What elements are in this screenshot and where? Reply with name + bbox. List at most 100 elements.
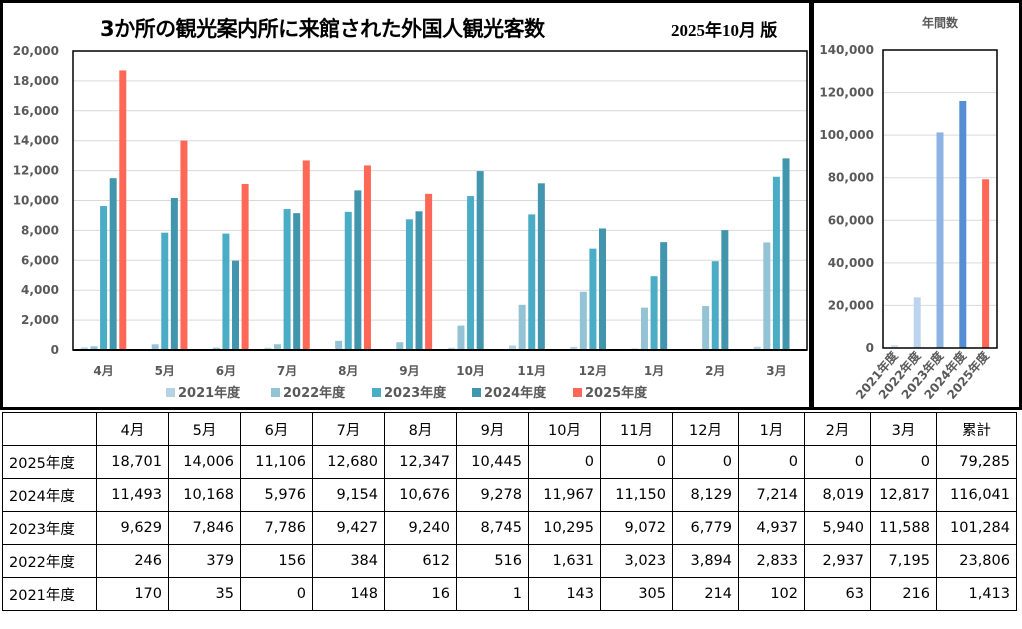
table-cell: 14,006 (168, 445, 241, 479)
table-cell: 10,445 (456, 445, 529, 479)
table-cell: 7,195 (870, 544, 937, 578)
table-cell: 2,937 (804, 544, 871, 578)
table-cell: 10,676 (384, 478, 457, 512)
y-tick-label: 0 (51, 343, 59, 357)
x-tick-label: 1月 (644, 364, 664, 378)
bar-2023年度-3月 (772, 176, 780, 350)
table-cell: 0 (870, 445, 937, 479)
bar-2023年度-11月 (528, 214, 536, 350)
bar-2024年度-7月 (293, 213, 301, 350)
table-cell: 63 (804, 577, 871, 611)
y-tick-label: 4,000 (21, 283, 59, 297)
y-tick-label: 20,000 (828, 298, 874, 312)
monthly-chart-panel: 3か所の観光案内所に来館された外国人観光客数 2025年10月 版 0 2,000… (0, 0, 812, 410)
table-row: 2023年度 9,629 7,846 7,786 9,427 9,240 8,745 10,2… (2, 511, 1017, 545)
legend-label: 2022年度 (283, 385, 346, 401)
table-row: 2021年度 170 35 0 148 16 1 143 305 214 102 63 216 1,413 (2, 577, 1017, 611)
bar-2022年度-10月 (457, 325, 465, 350)
table-cell: 102 (738, 577, 805, 611)
bar-2025年度-8月 (363, 165, 371, 350)
column-header (2, 412, 97, 446)
table-cell: 148 (312, 577, 385, 611)
row-header: 2021年度 (2, 577, 97, 611)
bar-2022年度-9月 (396, 342, 404, 350)
y-tick-label: 2,000 (21, 313, 59, 327)
bar-2023年度-5月 (161, 232, 169, 350)
table-cell: 0 (672, 445, 739, 479)
y-tick-label: 100,000 (819, 128, 874, 142)
table-cell: 4,937 (738, 511, 805, 545)
table-cell: 11,106 (240, 445, 313, 479)
bar-2024年度-12月 (599, 228, 607, 350)
chart-title: 3か所の観光案内所に来館された外国人観光客数 (100, 17, 545, 41)
table-header-row: 4月 5月 6月 7月 8月 9月 10月 11月 12月 1月 2月 3月 累計 (2, 412, 1017, 446)
y-tick-label: 14,000 (13, 134, 59, 148)
x-tick-label: 11月 (517, 364, 546, 378)
table-cell: 11,150 (600, 478, 673, 512)
monthly-bar-chart: 0 2,000 4,000 6,000 8,000 10,000 12,000 14,000 1… (13, 44, 808, 401)
table-cell: 10,295 (528, 511, 601, 545)
x-tick-label: 9月 (399, 364, 419, 378)
bar-2022年度-5月 (151, 344, 159, 350)
bar-2021年度-10月 (447, 347, 455, 350)
column-header: 11月 (600, 412, 673, 446)
table-cell: 0 (240, 577, 313, 611)
table-cell: 6,779 (672, 511, 739, 545)
column-header: 3月 (870, 412, 937, 446)
bar-2023年度-1月 (650, 276, 658, 350)
table-cell: 516 (456, 544, 529, 578)
x-tick-label: 8月 (338, 364, 358, 378)
column-header: 7月 (312, 412, 385, 446)
column-header: 10月 (528, 412, 601, 446)
y-tick-label: 16,000 (13, 104, 59, 118)
table-cell: 143 (528, 577, 601, 611)
table-cell: 116,041 (936, 478, 1017, 512)
bar-2024年度-2月 (721, 230, 729, 350)
table-cell: 379 (168, 544, 241, 578)
bar-2025年度-7月 (302, 160, 310, 350)
bar-2023年度-7月 (283, 209, 291, 350)
bar-2023年度-10月 (467, 196, 475, 350)
column-header: 6月 (240, 412, 313, 446)
annual-bar-2024年度 (959, 100, 967, 348)
bar-2024年度-5月 (170, 197, 178, 350)
legend-swatch (166, 388, 175, 397)
table-cell: 305 (600, 577, 673, 611)
annual-bar-2021年度 (890, 344, 898, 348)
y-tick-label: 18,000 (13, 74, 59, 88)
bar-2022年度-7月 (273, 344, 281, 350)
table-cell: 156 (240, 544, 313, 578)
bar-2024年度-9月 (415, 211, 423, 350)
bar-2025年度-5月 (180, 140, 188, 350)
bar-2023年度-9月 (405, 219, 413, 350)
table-cell: 12,347 (384, 445, 457, 479)
legend-swatch (472, 388, 481, 397)
table-cell: 1 (456, 577, 529, 611)
bar-2025年度-9月 (425, 193, 433, 350)
column-header: 12月 (672, 412, 739, 446)
bar-2021年度-4月 (80, 347, 88, 350)
y-tick-label: 20,000 (13, 44, 59, 58)
table-cell: 9,427 (312, 511, 385, 545)
table-cell: 9,278 (456, 478, 529, 512)
annual-bar-chart: 年間数 0 20,000 40,000 60,000 80,000 100,000 120,0… (819, 15, 998, 402)
table-cell: 7,846 (168, 511, 241, 545)
annual-chart-panel: 年間数 0 20,000 40,000 60,000 80,000 100,000 120,0… (811, 0, 1022, 410)
annual-chart-title: 年間数 (922, 15, 959, 30)
legend-label: 2025年度 (585, 385, 648, 401)
table-cell: 0 (804, 445, 871, 479)
table-cell: 216 (870, 577, 937, 611)
table-cell: 7,214 (738, 478, 805, 512)
bar-2022年度-2月 (702, 306, 710, 350)
y-tick-label: 60,000 (828, 213, 874, 227)
table-cell: 9,240 (384, 511, 457, 545)
row-header: 2025年度 (2, 445, 97, 479)
bar-2022年度-3月 (763, 242, 771, 350)
table-cell: 16 (384, 577, 457, 611)
y-tick-label: 120,000 (819, 86, 874, 100)
y-tick-label: 140,000 (819, 43, 874, 57)
legend-swatch (372, 388, 381, 397)
table-cell: 12,817 (870, 478, 937, 512)
y-tick-label: 6,000 (21, 253, 59, 267)
bar-2022年度-12月 (579, 291, 587, 350)
